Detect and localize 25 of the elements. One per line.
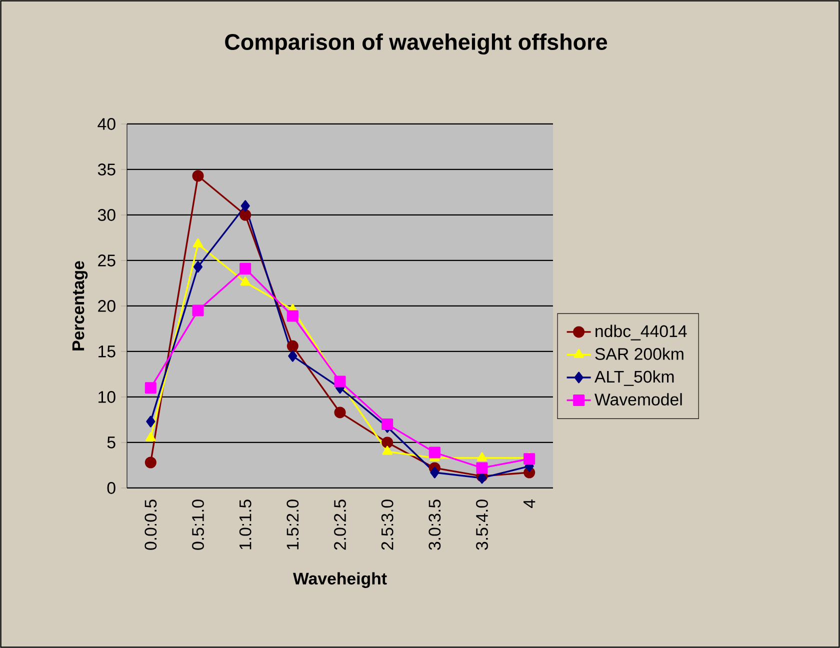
legend-label: SAR 200km bbox=[595, 348, 684, 360]
legend-label: Wavemodel bbox=[594, 393, 682, 406]
x-tick-label: 3.0:3.5 bbox=[428, 500, 441, 550]
x-tick-label: 0.0:0.5 bbox=[144, 500, 157, 550]
y-tick-label: 5 bbox=[107, 436, 116, 448]
y-tick-label: 25 bbox=[98, 254, 116, 266]
x-tick-label: 2.5:3.0 bbox=[381, 500, 394, 550]
y-tick-label: 15 bbox=[98, 346, 116, 358]
legend-label: ALT_50km bbox=[594, 370, 674, 386]
x-tick-label: 0.5:1.0 bbox=[192, 500, 204, 550]
x-tick-label: 1.5:2.0 bbox=[286, 500, 299, 550]
x-tick-label: 1.0:1.5 bbox=[239, 500, 252, 550]
legend-label: ndbc_44014 bbox=[596, 324, 687, 340]
y-axis-title: Percentage bbox=[72, 261, 88, 350]
y-tick-label: 40 bbox=[98, 118, 116, 130]
x-axis-title: Waveheight bbox=[293, 572, 387, 588]
x-tick-label: 2.0:2.5 bbox=[334, 500, 346, 550]
x-tick-label: 4 bbox=[524, 499, 536, 508]
y-tick-label: 10 bbox=[98, 391, 116, 403]
y-tick-label: 30 bbox=[98, 209, 116, 221]
y-tick-label: 0 bbox=[107, 482, 116, 494]
x-tick-label: 3.5:4.0 bbox=[476, 500, 488, 550]
chart-title: Comparison of waveheight offshore bbox=[225, 33, 608, 55]
y-tick-label: 35 bbox=[98, 164, 116, 176]
y-tick-label: 20 bbox=[98, 300, 116, 312]
